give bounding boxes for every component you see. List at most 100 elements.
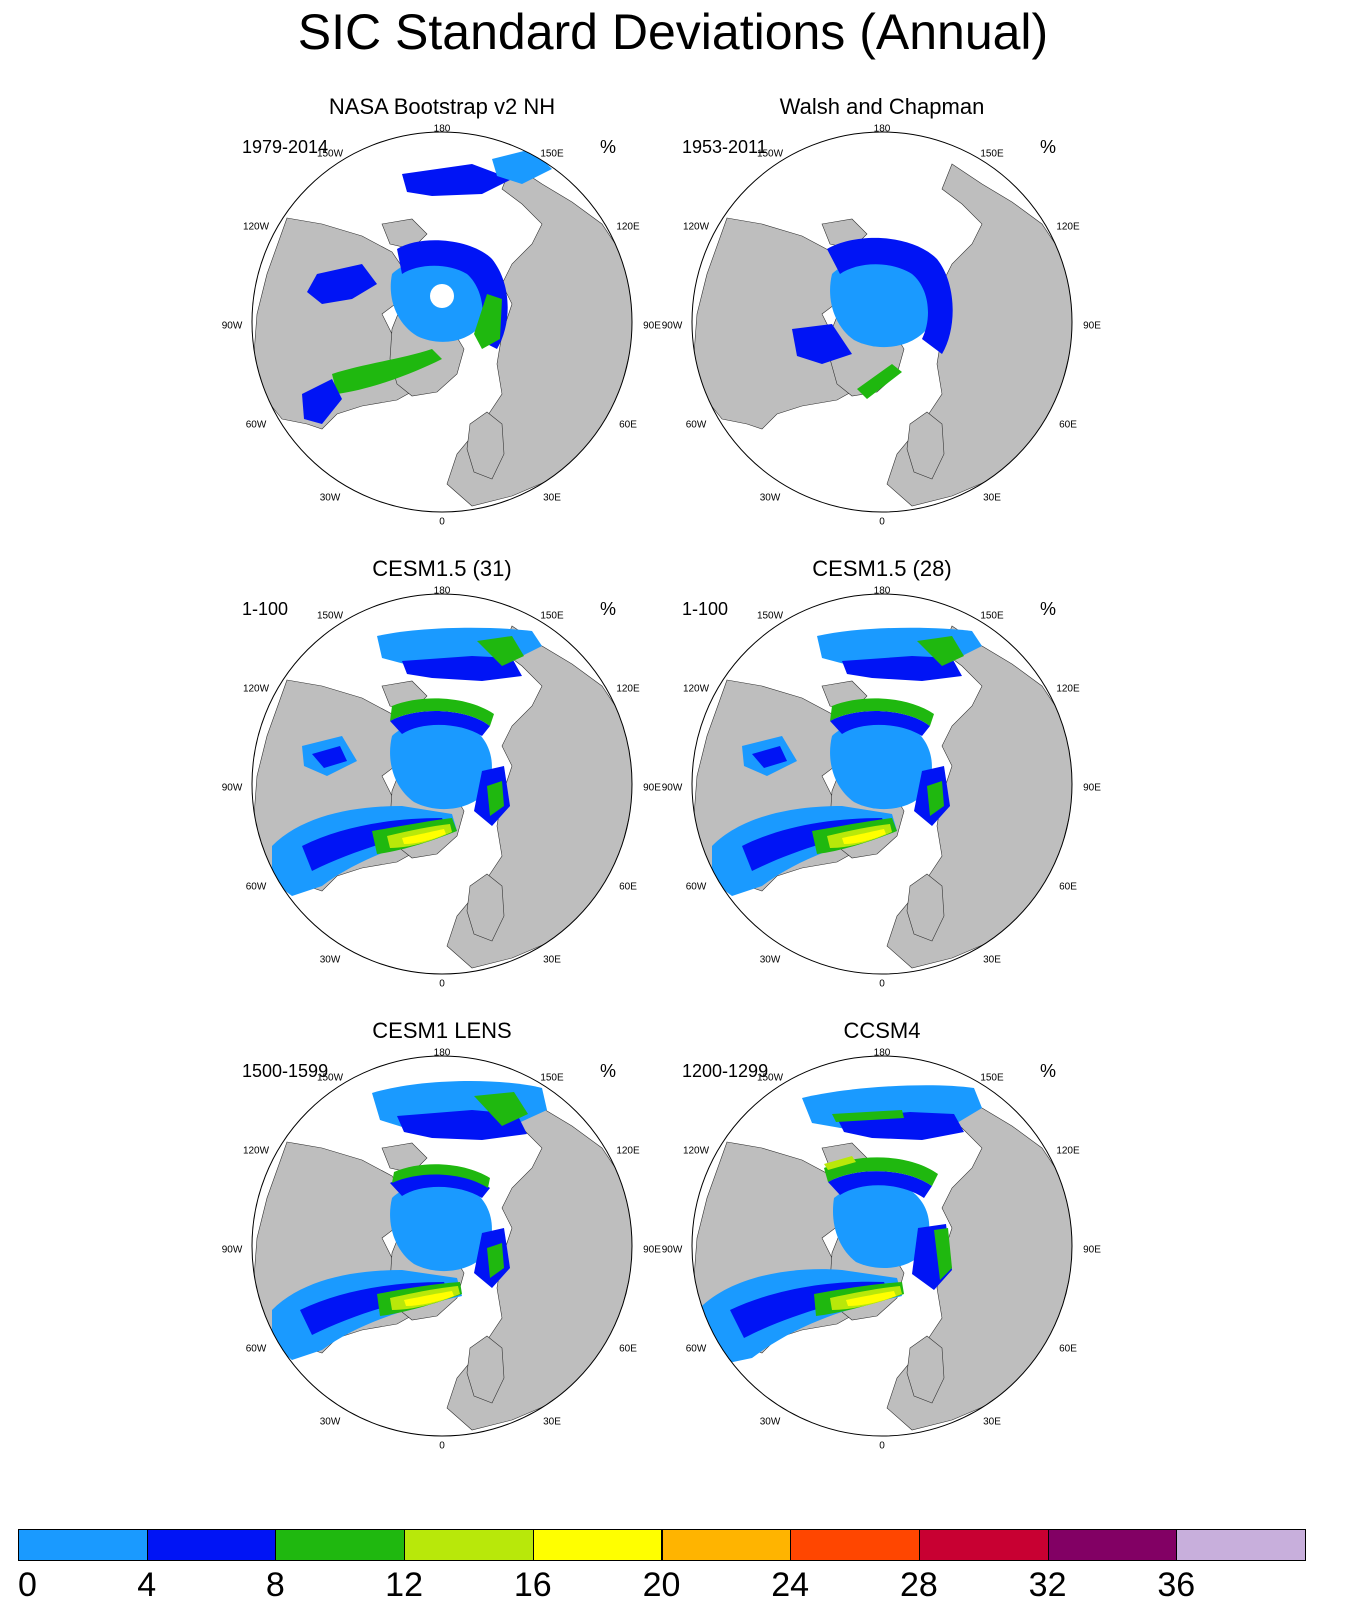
longitude-label: 180 — [874, 124, 891, 135]
land-mass-3 — [466, 1335, 505, 1404]
colorbar-swatch — [146, 1529, 277, 1561]
polar-map: 180 0 150W 150E 120W 120E 90W 90E 60W 60E 30W 30E — [662, 1048, 1102, 1452]
longitude-label: 120W — [243, 684, 270, 695]
longitude-label: 0 — [439, 517, 445, 528]
longitude-label: 120E — [616, 222, 640, 233]
longitude-label: 90W — [222, 321, 243, 332]
land-mass-3 — [466, 411, 505, 480]
longitude-label: 90W — [662, 321, 683, 332]
sic-sd-region — [402, 656, 522, 681]
land-mass-3 — [466, 873, 505, 942]
sic-sd-region — [402, 829, 446, 844]
longitude-label: 90E — [643, 1245, 661, 1256]
longitude-label: 120W — [683, 1146, 710, 1157]
sic-sd-region — [857, 364, 902, 399]
longitude-label: 30E — [983, 955, 1001, 966]
colorbar-label: 16 — [513, 1566, 552, 1604]
longitude-label: 60E — [1059, 420, 1077, 431]
sic-sd-region — [487, 1243, 504, 1278]
sic-sd-region — [830, 719, 932, 810]
panel-ccsm4: CCSM4 1200-1299% 180 0 150W 150E 120W 120E 90W 90… — [652, 1018, 1112, 1478]
longitude-label: 120E — [616, 684, 640, 695]
sic-sd-region — [917, 636, 964, 666]
sic-sd-region — [927, 781, 944, 816]
colorbar-swatch — [1176, 1529, 1306, 1561]
polar-map: 180 0 150W 150E 120W 120E 90W 90E 60W 60E 30W 30E — [222, 124, 662, 528]
colorbar-label: 12 — [385, 1566, 424, 1604]
longitude-label: 150E — [980, 611, 1004, 622]
colorbar-swatch — [790, 1529, 920, 1561]
longitude-label: 120W — [243, 222, 270, 233]
colorbar-label: 24 — [771, 1566, 810, 1604]
sic-sd-region — [824, 1156, 856, 1170]
longitude-label: 30E — [543, 493, 561, 504]
sic-sd-region — [824, 1157, 938, 1186]
sic-sd-region — [477, 636, 524, 666]
longitude-label: 90W — [662, 783, 683, 794]
colorbar — [18, 1529, 1339, 1563]
longitude-label: 150W — [317, 149, 344, 160]
panel-period: 1979-2014 — [242, 137, 329, 157]
longitude-label: 120E — [1056, 684, 1080, 695]
sic-sd-region — [752, 746, 787, 768]
main-title: SIC Standard Deviations (Annual) — [297, 4, 1049, 60]
sic-sd-region — [307, 264, 377, 304]
map-boundary — [251, 1055, 633, 1437]
colorbar-swatch — [661, 1529, 792, 1561]
colorbar-label: 32 — [1028, 1566, 1067, 1604]
longitude-label: 60E — [1059, 882, 1077, 893]
colorbar-label: 28 — [899, 1566, 938, 1604]
polar-map: 180 0 150W 150E 120W 120E 90W 90E 60W 60E 30W 30E — [662, 124, 1102, 528]
sic-sd-region — [846, 1291, 896, 1306]
sic-sd-region — [312, 746, 347, 768]
land-mass-3 — [906, 411, 945, 480]
longitude-label: 90E — [643, 783, 661, 794]
sic-sd-region — [842, 656, 962, 681]
panel-period: 1-100 — [242, 599, 289, 619]
sic-sd-region — [842, 829, 886, 844]
sic-sd-region — [830, 710, 930, 736]
longitude-label: 180 — [434, 124, 451, 135]
longitude-label: 150W — [317, 1073, 344, 1084]
sic-sd-region — [430, 284, 454, 308]
colorbar-swatch — [532, 1529, 663, 1561]
sic-sd-region — [828, 1171, 932, 1198]
land-mass-3 — [906, 873, 945, 942]
longitude-label: 60W — [246, 882, 267, 893]
sic-sd-region — [934, 1228, 952, 1280]
sic-sd-region — [792, 324, 852, 364]
longitude-label: 90E — [1083, 321, 1101, 332]
panel-unit: % — [1039, 137, 1056, 157]
longitude-label: 60W — [686, 882, 707, 893]
sic-sd-region — [832, 1110, 904, 1122]
longitude-label: 150W — [757, 1073, 784, 1084]
polar-map: 180 0 150W 150E 120W 120E 90W 90E 60W 60E 30W 30E — [662, 586, 1102, 990]
longitude-label: 60E — [1059, 1344, 1077, 1355]
longitude-label: 30W — [760, 1417, 781, 1428]
panel-cesm15-28: CESM1.5 (28) 1-100% 180 0 150W 150E 120W 120E 90… — [652, 556, 1112, 1016]
panel-period: 1200-1299 — [682, 1061, 769, 1081]
longitude-label: 120W — [243, 1146, 270, 1157]
panel-walsh: Walsh and Chapman 1953-2011% 180 0 150W 150E 1… — [652, 94, 1112, 554]
longitude-label: 90W — [662, 1245, 683, 1256]
longitude-label: 60E — [619, 1344, 637, 1355]
panel-period: 1500-1599 — [242, 1061, 329, 1081]
longitude-label: 30W — [320, 955, 341, 966]
map-boundary — [691, 593, 1073, 975]
panel-title: CESM1 LENS — [372, 1018, 512, 1043]
longitude-label: 150E — [980, 1073, 1004, 1084]
sic-sd-region — [397, 240, 508, 349]
longitude-label: 0 — [879, 517, 885, 528]
longitude-label: 120W — [683, 222, 710, 233]
panel-unit: % — [1039, 1061, 1056, 1081]
longitude-label: 60W — [246, 1344, 267, 1355]
panel-title: CESM1.5 (31) — [372, 556, 512, 581]
longitude-label: 120E — [1056, 1146, 1080, 1157]
colorbar-swatch — [1047, 1529, 1178, 1561]
sic-sd-region — [390, 698, 494, 726]
longitude-label: 90E — [1083, 1245, 1101, 1256]
longitude-label: 150W — [757, 611, 784, 622]
longitude-label: 0 — [439, 1441, 445, 1452]
longitude-label: 120E — [616, 1146, 640, 1157]
longitude-label: 90W — [222, 783, 243, 794]
